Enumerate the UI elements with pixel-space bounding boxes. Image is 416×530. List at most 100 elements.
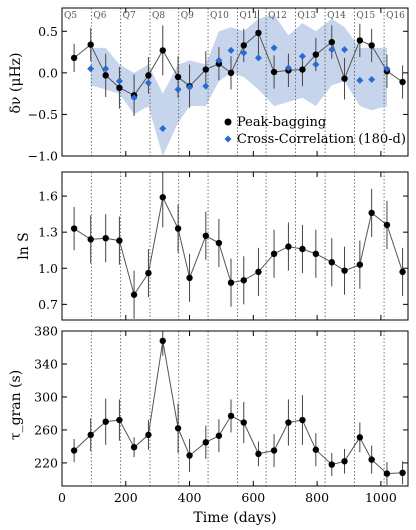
data-point <box>240 277 247 284</box>
plot-frame <box>61 171 409 321</box>
data-point <box>159 337 166 345</box>
cross-correlation-point <box>328 46 336 54</box>
cross-correlation-point <box>312 61 320 69</box>
data-point <box>270 447 278 454</box>
data-point <box>383 470 391 477</box>
data-point <box>227 412 235 420</box>
data-point <box>341 75 348 82</box>
data-point <box>116 237 123 244</box>
x-axis-label: Time (days) <box>193 510 276 526</box>
data-point <box>159 47 166 54</box>
y-tick-label: 0.0 <box>38 65 58 80</box>
y-tick-label: 380 <box>34 324 58 339</box>
quarter-label: Q16 <box>386 11 405 21</box>
y-tick-label: −1.0 <box>28 149 58 164</box>
data-point <box>116 416 123 424</box>
data-point <box>368 42 375 49</box>
data-point <box>174 73 182 81</box>
y-axis-label-log-s: ln S <box>16 232 32 260</box>
cross-correlation-point <box>284 64 292 72</box>
quarter-label: Q13 <box>297 11 316 21</box>
x-tick-label: 1000 <box>365 490 397 505</box>
quarter-label: Q6 <box>93 11 106 21</box>
data-point <box>87 431 94 439</box>
x-tick-label: 600 <box>241 490 265 505</box>
cross-correlation-point <box>240 49 248 57</box>
data-point <box>215 432 223 439</box>
data-point <box>70 54 78 62</box>
data-point <box>70 225 78 232</box>
data-point <box>356 434 364 441</box>
y-tick-label: 1.3 <box>38 225 58 240</box>
data-point <box>356 261 364 268</box>
data-point <box>227 69 235 77</box>
data-point <box>202 232 210 239</box>
cross-correlation-point <box>202 82 210 90</box>
data-point <box>328 461 335 468</box>
data-point <box>399 268 406 276</box>
data-point <box>215 239 223 247</box>
data-point <box>399 469 406 477</box>
data-point <box>87 236 94 243</box>
data-point <box>116 84 123 92</box>
data-point <box>356 37 364 44</box>
data-point <box>130 291 138 298</box>
data-point <box>299 416 306 424</box>
quarter-label: Q5 <box>64 11 77 21</box>
data-point <box>145 72 152 79</box>
quarter-label: Q8 <box>152 11 165 21</box>
data-point <box>240 42 247 49</box>
uncertainty-band <box>90 14 387 157</box>
cross-correlation-point <box>298 52 306 60</box>
quarter-label: Q15 <box>356 11 375 21</box>
data-point <box>312 446 320 453</box>
series-line <box>73 340 403 475</box>
data-point <box>383 221 391 229</box>
quarter-label: Q9 <box>181 11 194 21</box>
cross-correlation-point <box>254 54 262 62</box>
x-tick-label: 400 <box>178 490 202 505</box>
data-point <box>186 452 193 459</box>
y-tick-label: 340 <box>34 356 58 371</box>
data-point <box>299 66 306 73</box>
legend-marker-peak-bagging <box>224 118 232 126</box>
data-point <box>174 425 182 432</box>
series-line <box>73 195 404 296</box>
cross-correlation-point <box>174 85 182 93</box>
quarter-label: Q12 <box>268 11 287 21</box>
plot-frame <box>61 330 409 487</box>
panel-tau-gran: τ_gran (s) 220 260 300 340 380 0 200 400 600 800 1… <box>8 324 409 505</box>
quarter-label: Q11 <box>239 11 258 21</box>
data-point <box>341 458 348 465</box>
data-point <box>312 250 320 258</box>
data-point <box>159 194 166 201</box>
plot-frame <box>61 7 409 157</box>
cross-correlation-point <box>341 46 349 54</box>
cross-correlation-point <box>115 77 123 85</box>
x-tick-label: 200 <box>114 490 138 505</box>
data-point <box>270 250 278 258</box>
data-point <box>341 267 348 274</box>
quarter-label: Q14 <box>327 11 346 21</box>
panel-log-s: ln S 0.7 1.0 1.3 1.6 <box>16 171 409 321</box>
data-point <box>312 51 320 58</box>
data-point <box>227 279 235 286</box>
data-point <box>70 447 78 454</box>
cross-correlation-point <box>270 44 278 52</box>
cross-correlation-point <box>368 76 376 84</box>
cross-correlation-point <box>87 65 95 73</box>
panel-frequency-shift: δν (μHz) Q5 Q6 Q7 Q8 Q9 Q10 Q11 Q12 Q13 Q14 Q15 Q16… <box>8 7 409 164</box>
data-point <box>145 431 152 439</box>
cross-correlation-point <box>186 83 194 91</box>
data-point <box>368 456 375 463</box>
y-axis-label-frequency-shift: δν (μHz) <box>8 53 24 114</box>
data-point <box>240 419 247 426</box>
y-tick-label: 0.5 <box>38 24 58 39</box>
data-point <box>145 269 152 277</box>
y-tick-label: 220 <box>34 455 58 470</box>
legend-marker-cross-correlation <box>224 135 232 143</box>
legend: Peak-bagging Cross-Correlation (180-d) <box>224 115 406 147</box>
cross-correlation-point <box>215 56 223 64</box>
data-point <box>102 234 109 242</box>
